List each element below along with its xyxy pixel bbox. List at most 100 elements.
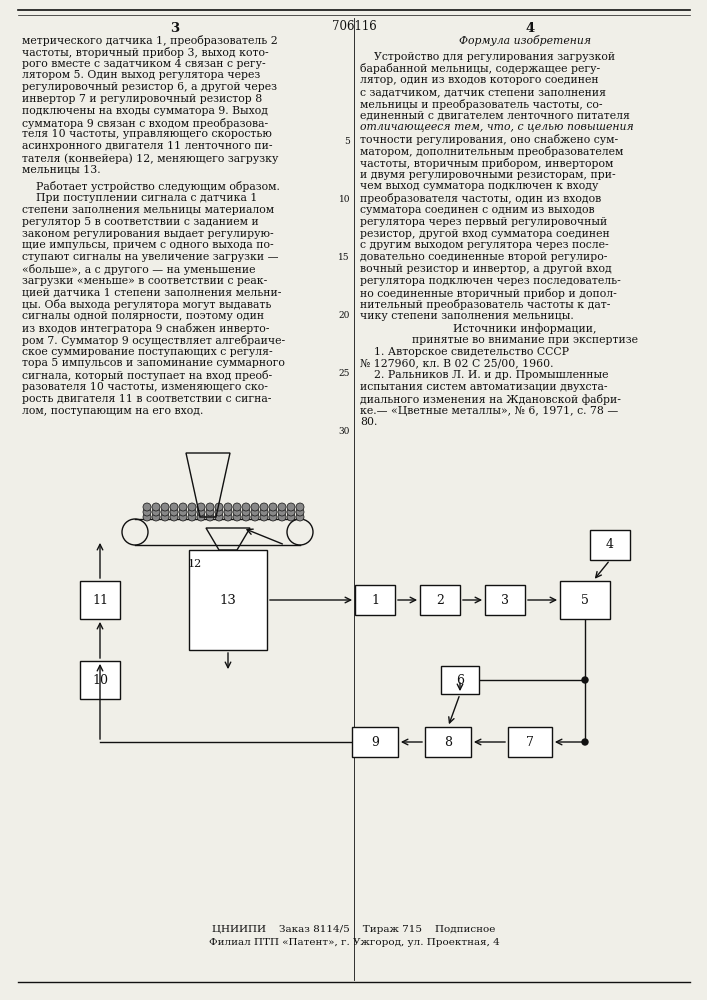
Text: 13: 13 — [220, 593, 236, 606]
Text: регулятора через первый регулировочный: регулятора через первый регулировочный — [360, 217, 607, 227]
Text: 1. Авторское свидетельство СССР: 1. Авторское свидетельство СССР — [374, 347, 569, 357]
Bar — [590, 530, 630, 560]
Text: тора 5 импульсов и запоминание суммарного: тора 5 импульсов и запоминание суммарног… — [22, 358, 285, 368]
Text: 2. Ральников Л. И. и др. Промышленные: 2. Ральников Л. И. и др. Промышленные — [374, 370, 609, 380]
Text: 12: 12 — [188, 559, 202, 569]
Text: регулятор 5 в соответствии с заданием и: регулятор 5 в соответствии с заданием и — [22, 217, 259, 227]
Text: 1: 1 — [371, 593, 379, 606]
Text: 2: 2 — [436, 593, 444, 606]
Circle shape — [251, 513, 259, 521]
Text: точности регулирования, оно снабжено сум-: точности регулирования, оно снабжено сум… — [360, 134, 618, 145]
Text: 5: 5 — [581, 593, 589, 606]
Circle shape — [143, 508, 151, 516]
Text: сигнала, который поступает на вход преоб-: сигнала, который поступает на вход преоб… — [22, 370, 272, 381]
Circle shape — [269, 508, 277, 516]
Circle shape — [215, 508, 223, 516]
Text: диального изменения на Ждановской фабри-: диального изменения на Ждановской фабри- — [360, 394, 621, 405]
Text: Филиал ПТП «Патент», г. Ужгород, ул. Проектная, 4: Филиал ПТП «Патент», г. Ужгород, ул. Про… — [209, 938, 499, 947]
Text: регулировочный резистор 6, а другой через: регулировочный резистор 6, а другой чере… — [22, 82, 277, 92]
Circle shape — [143, 503, 151, 511]
Text: ке.— «Цветные металлы», № 6, 1971, с. 78 —: ке.— «Цветные металлы», № 6, 1971, с. 78… — [360, 406, 618, 416]
Bar — [352, 727, 398, 757]
Circle shape — [269, 503, 277, 511]
Circle shape — [152, 508, 160, 516]
Text: лятором 5. Один выход регулятора через: лятором 5. Один выход регулятора через — [22, 70, 260, 80]
Text: ступают сигналы на увеличение загрузки —: ступают сигналы на увеличение загрузки — — [22, 252, 279, 262]
Text: 706116: 706116 — [332, 20, 376, 33]
Circle shape — [251, 503, 259, 511]
Text: мельницы и преобразователь частоты, со-: мельницы и преобразователь частоты, со- — [360, 99, 602, 110]
Circle shape — [582, 739, 588, 745]
Text: лом, поступающим на его вход.: лом, поступающим на его вход. — [22, 406, 204, 416]
Circle shape — [287, 513, 295, 521]
Circle shape — [152, 513, 160, 521]
Text: подключены на входы сумматора 9. Выход: подключены на входы сумматора 9. Выход — [22, 106, 268, 116]
Circle shape — [143, 513, 151, 521]
Text: сумматора 9 связан с входом преобразова-: сумматора 9 связан с входом преобразова- — [22, 118, 268, 129]
Text: ЦНИИПИ    Заказ 8114/5    Тираж 715    Подписное: ЦНИИПИ Заказ 8114/5 Тираж 715 Подписное — [212, 925, 496, 934]
Text: довательно соединенные второй регулиро-: довательно соединенные второй регулиро- — [360, 252, 607, 262]
Circle shape — [170, 508, 178, 516]
Text: принятые во внимание при экспертизе: принятые во внимание при экспертизе — [412, 335, 638, 345]
Text: 3: 3 — [170, 22, 180, 35]
Text: 25: 25 — [339, 369, 350, 378]
Text: Работает устройство следующим образом.: Работает устройство следующим образом. — [36, 181, 280, 192]
Text: и двумя регулировочными резисторам, при-: и двумя регулировочными резисторам, при- — [360, 170, 616, 180]
Circle shape — [224, 503, 232, 511]
Circle shape — [152, 503, 160, 511]
Text: степени заполнения мельницы материалом: степени заполнения мельницы материалом — [22, 205, 274, 215]
Text: 80.: 80. — [360, 417, 378, 427]
Text: При поступлении сигнала с датчика 1: При поступлении сигнала с датчика 1 — [36, 193, 257, 203]
Circle shape — [161, 513, 169, 521]
Circle shape — [224, 508, 232, 516]
Text: 20: 20 — [339, 312, 350, 320]
Text: цией датчика 1 степени заполнения мельни-: цией датчика 1 степени заполнения мельни… — [22, 288, 281, 298]
Text: рость двигателя 11 в соответствии с сигна-: рость двигателя 11 в соответствии с сигн… — [22, 394, 271, 404]
Bar — [420, 585, 460, 615]
Bar — [189, 550, 267, 650]
Text: 3: 3 — [501, 593, 509, 606]
Bar — [485, 585, 525, 615]
Circle shape — [206, 508, 214, 516]
Circle shape — [206, 503, 214, 511]
Text: 6: 6 — [456, 674, 464, 686]
Text: 10: 10 — [92, 674, 108, 686]
Circle shape — [161, 503, 169, 511]
Circle shape — [215, 503, 223, 511]
Circle shape — [197, 513, 205, 521]
Text: лятор, один из входов которого соединен: лятор, один из входов которого соединен — [360, 75, 599, 85]
Circle shape — [170, 513, 178, 521]
Text: нительный преобразователь частоты к дат-: нительный преобразователь частоты к дат- — [360, 299, 610, 310]
Circle shape — [251, 508, 259, 516]
Text: 4: 4 — [525, 22, 534, 35]
Text: цы. Оба выхода регулятора могут выдавать: цы. Оба выхода регулятора могут выдавать — [22, 299, 271, 310]
Circle shape — [233, 503, 241, 511]
Text: «больше», а с другого — на уменьшение: «больше», а с другого — на уменьшение — [22, 264, 255, 275]
Bar — [355, 585, 395, 615]
Circle shape — [188, 508, 196, 516]
Bar — [80, 661, 120, 699]
Text: асинхронного двигателя 11 ленточного пи-: асинхронного двигателя 11 ленточного пи- — [22, 141, 272, 151]
Text: регулятора подключен через последователь-: регулятора подключен через последователь… — [360, 276, 621, 286]
Text: частоты, вторичный прибор 3, выход кото-: частоты, вторичный прибор 3, выход кото- — [22, 47, 269, 58]
Text: 8: 8 — [444, 736, 452, 748]
Bar — [560, 581, 610, 619]
Text: тателя (конвейера) 12, меняющего загрузку: тателя (конвейера) 12, меняющего загрузк… — [22, 153, 279, 164]
Text: Источники информации,: Источники информации, — [453, 323, 597, 334]
Text: законом регулирования выдает регулирую-: законом регулирования выдает регулирую- — [22, 229, 274, 239]
Circle shape — [161, 508, 169, 516]
Bar — [425, 727, 471, 757]
Circle shape — [287, 503, 295, 511]
Bar — [441, 666, 479, 694]
Text: теля 10 частоты, управляющего скоростью: теля 10 частоты, управляющего скоростью — [22, 129, 272, 139]
Circle shape — [278, 503, 286, 511]
Circle shape — [296, 508, 304, 516]
Circle shape — [278, 508, 286, 516]
Text: матором, дополнительным преобразователем: матором, дополнительным преобразователем — [360, 146, 624, 157]
Text: барабанной мельницы, содержащее регу-: барабанной мельницы, содержащее регу- — [360, 63, 600, 74]
Text: чем выход сумматора подключен к входу: чем выход сумматора подключен к входу — [360, 181, 598, 191]
Circle shape — [179, 508, 187, 516]
Text: испытания систем автоматизации двухста-: испытания систем автоматизации двухста- — [360, 382, 607, 392]
Circle shape — [170, 503, 178, 511]
Circle shape — [278, 513, 286, 521]
